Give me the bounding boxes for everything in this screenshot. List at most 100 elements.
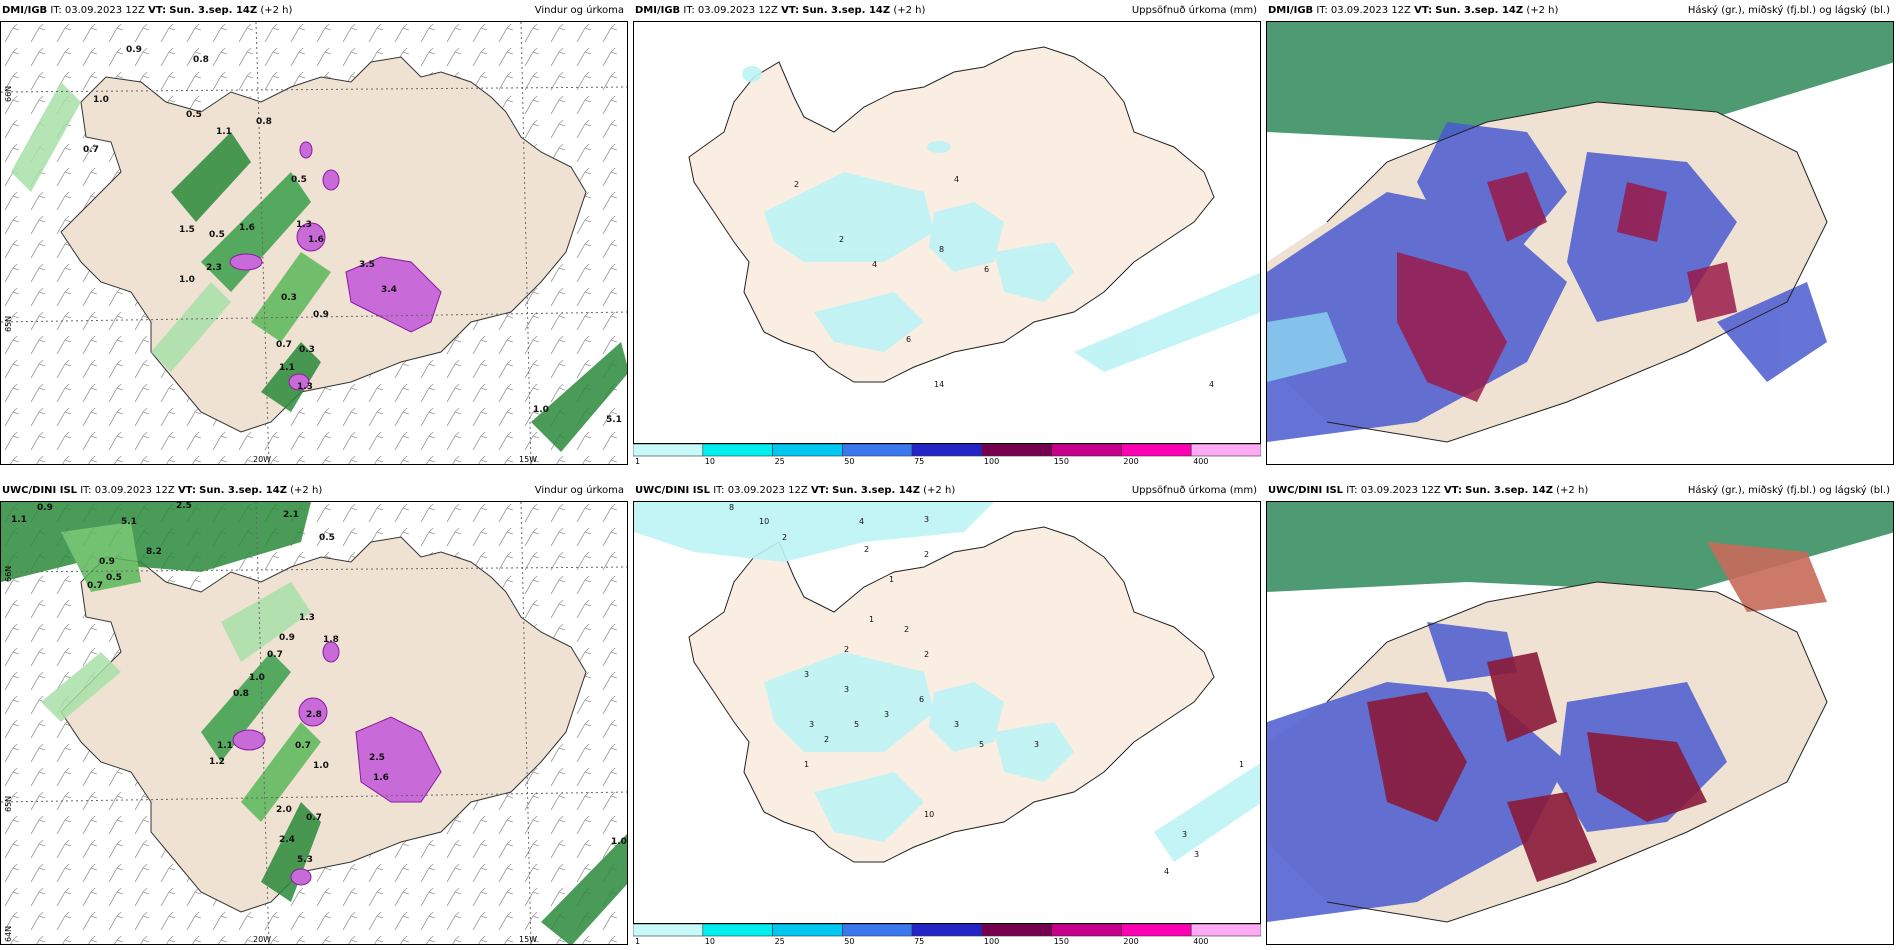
valid-time: Sun. 3.sep. 14Z: [832, 485, 920, 496]
svg-text:4: 4: [859, 517, 864, 526]
init-time: IT: 03.09.2023 12Z: [713, 485, 808, 496]
svg-text:10: 10: [759, 517, 769, 526]
panel-title: DMI/IGB IT: 03.09.2023 12Z VT: Sun. 3.se…: [635, 5, 925, 16]
vt-label: VT:: [1414, 5, 1433, 16]
svg-text:1.0: 1.0: [611, 837, 627, 847]
svg-text:2.5: 2.5: [176, 502, 192, 511]
svg-text:2.4: 2.4: [279, 835, 295, 845]
svg-text:0.5: 0.5: [319, 533, 335, 543]
svg-text:0.8: 0.8: [193, 55, 209, 65]
svg-text:1.0: 1.0: [533, 405, 549, 415]
colorbar-tick: 200: [1123, 457, 1138, 465]
colorbar-swatch: [981, 923, 1052, 937]
svg-text:0.8: 0.8: [256, 117, 272, 127]
vt-label: VT:: [148, 5, 167, 16]
svg-text:3: 3: [1182, 830, 1187, 839]
colorbar-swatch: [702, 923, 773, 937]
panel-title: UWC/DINI ISL IT: 03.09.2023 12Z VT: Sun.…: [635, 485, 955, 496]
svg-text:3: 3: [804, 670, 809, 679]
svg-text:1.6: 1.6: [239, 223, 255, 233]
colorbar-tick: 75: [914, 457, 924, 465]
svg-text:3: 3: [1194, 850, 1199, 859]
svg-text:1.0: 1.0: [249, 673, 265, 683]
colorbar-swatch: [1190, 443, 1262, 457]
coastline: [1326, 581, 1828, 923]
svg-text:2: 2: [782, 533, 787, 542]
init-time: IT: 03.09.2023 12Z: [1316, 5, 1411, 16]
svg-text:0.9: 0.9: [313, 310, 329, 320]
svg-text:1: 1: [804, 760, 809, 769]
svg-text:10: 10: [924, 810, 934, 819]
svg-text:2: 2: [794, 180, 799, 189]
lat-label: 66N: [4, 566, 13, 582]
svg-text:3: 3: [884, 710, 889, 719]
svg-text:2: 2: [839, 235, 844, 244]
cloud-cover-map[interactable]: [1266, 501, 1894, 945]
lat-label: 66N: [4, 86, 13, 102]
colorbar-tick: 10: [705, 457, 715, 465]
svg-text:0.9: 0.9: [37, 503, 53, 513]
colorbar-swatch: [632, 923, 704, 937]
lat-label: 65N: [4, 796, 13, 812]
panel-bottom-accum: UWC/DINI ISL IT: 03.09.2023 12Z VT: Sun.…: [632, 480, 1262, 946]
colorbar-tick: 150: [1054, 937, 1069, 945]
lon-label: 20W: [253, 935, 271, 944]
panel-title: UWC/DINI ISL IT: 03.09.2023 12Z VT: Sun.…: [2, 485, 322, 496]
colorbar-tick: 50: [844, 937, 854, 945]
svg-text:8.2: 8.2: [146, 547, 162, 557]
map-canvas: 20W 15W 66N 65N 0.9 0.8 1.0 0.5 0.7 1.1 …: [1, 22, 627, 464]
precip-values: 0.9 0.8 1.0 0.5 0.7 1.1 0.8 1.6 0.5 1.5 …: [83, 45, 622, 425]
svg-text:0.9: 0.9: [126, 45, 142, 55]
lead-time: (+2 h): [290, 485, 323, 496]
cloud-cover-map[interactable]: [1266, 21, 1894, 465]
colorbar-tick: 1: [635, 457, 640, 465]
svg-text:3: 3: [809, 720, 814, 729]
valid-time: Sun. 3.sep. 14Z: [169, 5, 258, 16]
colorbar-tick: 400: [1193, 457, 1208, 465]
map-canvas: 8 10 2 4 3 2 2 1 1 2 2 2 3 3 6 3 5 2 3 3: [634, 502, 1260, 876]
svg-text:0.7: 0.7: [267, 650, 283, 660]
model-name: UWC/DINI ISL: [2, 485, 78, 496]
svg-text:6: 6: [919, 695, 924, 704]
svg-text:6: 6: [984, 265, 989, 274]
svg-text:4: 4: [872, 260, 877, 269]
svg-text:14: 14: [934, 380, 944, 389]
lon-label: 20W: [253, 455, 271, 464]
svg-text:1: 1: [889, 575, 894, 584]
colorbar-tick: 10: [705, 937, 715, 945]
svg-text:0.9: 0.9: [99, 557, 115, 567]
svg-text:4: 4: [1164, 867, 1169, 876]
colorbar-swatch: [772, 923, 843, 937]
svg-text:3: 3: [844, 685, 849, 694]
colorbar-swatch: [842, 443, 913, 457]
svg-text:0.5: 0.5: [291, 175, 307, 185]
svg-text:1.1: 1.1: [279, 363, 295, 373]
vt-label: VT:: [781, 5, 800, 16]
svg-text:2.1: 2.1: [283, 510, 299, 520]
panel-bottom-cloud: UWC/DINI ISL IT: 03.09.2023 12Z VT: Sun.…: [1266, 480, 1894, 945]
colorbar-tick: 50: [844, 457, 854, 465]
svg-text:3: 3: [954, 720, 959, 729]
svg-text:0.7: 0.7: [83, 145, 99, 155]
valid-time: Sun. 3.sep. 14Z: [1435, 5, 1524, 16]
accum-precip-map[interactable]: 2 4 2 4 8 6 6 14 4: [633, 21, 1261, 444]
svg-text:1.6: 1.6: [308, 235, 324, 245]
svg-text:2: 2: [924, 650, 929, 659]
svg-text:0.5: 0.5: [106, 573, 122, 583]
lead-time: (+2 h): [1526, 5, 1559, 16]
svg-text:1.1: 1.1: [216, 127, 232, 137]
svg-text:4: 4: [1209, 380, 1214, 389]
lead-time: (+2 h): [893, 5, 926, 16]
init-time: IT: 03.09.2023 12Z: [1346, 485, 1441, 496]
wind-precip-map[interactable]: 20W 15W 66N 65N 64N 1.1 0.9 2.5 5.1 2.1 …: [0, 501, 628, 945]
svg-text:1.6: 1.6: [373, 773, 389, 783]
colorbar-tick: 100: [984, 937, 999, 945]
init-time: IT: 03.09.2023 12Z: [80, 485, 175, 496]
colorbar-swatch: [702, 443, 773, 457]
accum-precip-map[interactable]: 8 10 2 4 3 2 2 1 1 2 2 2 3 3 6 3 5 2 3 3: [633, 501, 1261, 924]
wind-precip-map[interactable]: 20W 15W 66N 65N 0.9 0.8 1.0 0.5 0.7 1.1 …: [0, 21, 628, 465]
accum-shading: [742, 66, 1260, 372]
colorbar-swatch: [911, 443, 983, 457]
precip-colorbar: 1 10 25 50 75 100 150 200 400: [632, 443, 1262, 466]
svg-text:1.1: 1.1: [11, 515, 27, 525]
